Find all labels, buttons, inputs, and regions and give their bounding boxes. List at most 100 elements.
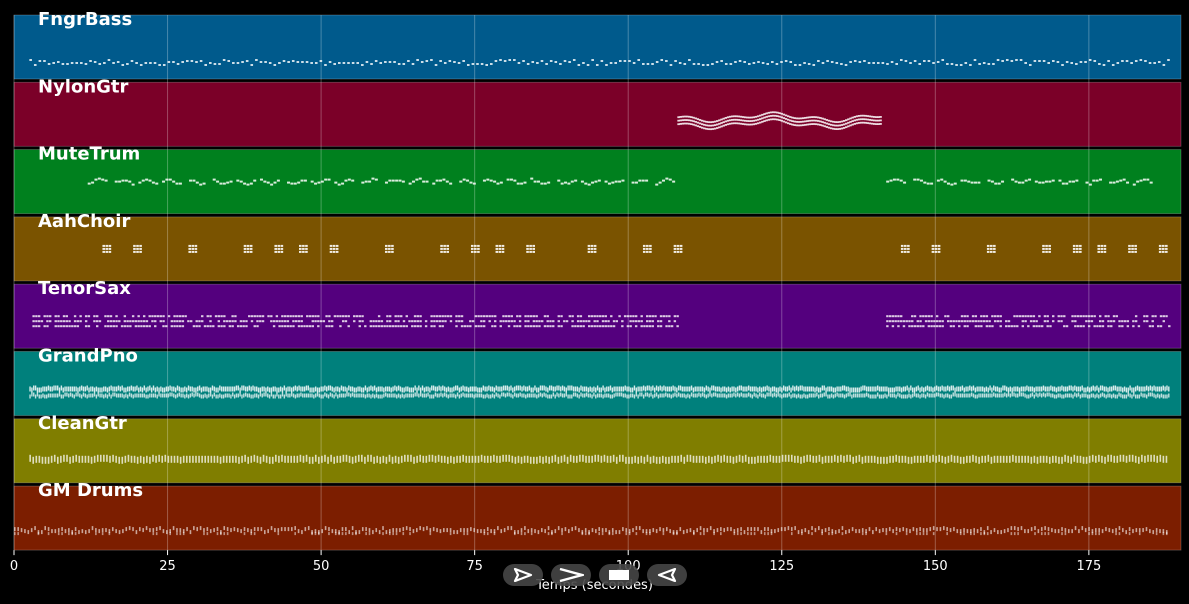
note (668, 456, 670, 464)
note (808, 386, 811, 392)
note (517, 62, 521, 64)
note (438, 320, 442, 323)
note (84, 63, 88, 65)
note (379, 62, 383, 64)
note (204, 393, 206, 398)
play-button[interactable] (503, 564, 543, 586)
note (1085, 181, 1089, 184)
note (72, 455, 74, 463)
note (1101, 320, 1105, 323)
note (1138, 532, 1141, 536)
note (1158, 244, 1162, 247)
note (114, 386, 116, 392)
note (943, 180, 947, 183)
note (999, 325, 1002, 328)
note (79, 315, 82, 318)
note (584, 182, 588, 185)
note (868, 118, 872, 121)
note (1045, 247, 1048, 250)
note (1105, 394, 1107, 399)
note (440, 392, 442, 397)
note (1074, 526, 1077, 531)
note (375, 325, 378, 328)
note (668, 325, 671, 328)
note (213, 528, 215, 533)
note (525, 394, 527, 399)
note (771, 114, 775, 117)
note (185, 455, 188, 463)
note (30, 528, 33, 533)
note (54, 529, 57, 534)
note (253, 454, 256, 462)
note (480, 315, 483, 318)
note (499, 455, 501, 463)
note (536, 387, 538, 393)
note (799, 124, 803, 127)
note (1010, 325, 1013, 328)
note (654, 387, 656, 393)
note (325, 325, 328, 328)
note (233, 527, 236, 532)
note (303, 393, 306, 398)
note (823, 392, 825, 397)
note (838, 386, 840, 392)
note (529, 325, 533, 328)
rewind-button[interactable] (647, 564, 687, 586)
note (107, 59, 111, 61)
note (862, 118, 865, 121)
note (870, 119, 874, 122)
note (842, 127, 846, 129)
note (858, 61, 862, 63)
note (601, 528, 604, 533)
note (176, 528, 178, 533)
note (530, 528, 533, 533)
note (198, 385, 201, 391)
note (224, 386, 227, 392)
note (240, 529, 242, 534)
note (583, 386, 586, 392)
note (1110, 320, 1113, 323)
note (1022, 392, 1024, 397)
note (980, 527, 982, 532)
note (442, 178, 446, 181)
note (713, 120, 717, 123)
note (411, 325, 414, 328)
note (646, 325, 649, 328)
note (879, 119, 882, 122)
note (106, 454, 108, 462)
note (905, 320, 908, 323)
note (615, 530, 617, 535)
note (38, 455, 41, 463)
stop-button[interactable] (599, 564, 639, 586)
note (425, 386, 427, 392)
note (790, 394, 792, 399)
note (345, 454, 348, 462)
note (593, 325, 596, 328)
note (911, 315, 914, 318)
forward-button[interactable] (551, 564, 591, 586)
note (1168, 386, 1170, 392)
note (339, 325, 342, 328)
note (843, 385, 846, 391)
note (75, 386, 77, 392)
note (102, 244, 106, 247)
note (257, 394, 260, 399)
note (176, 315, 179, 318)
note (814, 528, 817, 533)
note (527, 315, 530, 318)
note (225, 320, 229, 323)
note (44, 394, 46, 399)
note (501, 392, 503, 397)
note (875, 119, 878, 122)
note (176, 455, 179, 463)
note (726, 455, 729, 463)
note (757, 387, 759, 393)
note (579, 315, 583, 318)
note (958, 325, 961, 328)
note (595, 394, 597, 399)
note (494, 320, 497, 323)
note (1151, 386, 1153, 392)
note (1007, 387, 1010, 393)
note (84, 325, 88, 328)
note (76, 320, 80, 323)
